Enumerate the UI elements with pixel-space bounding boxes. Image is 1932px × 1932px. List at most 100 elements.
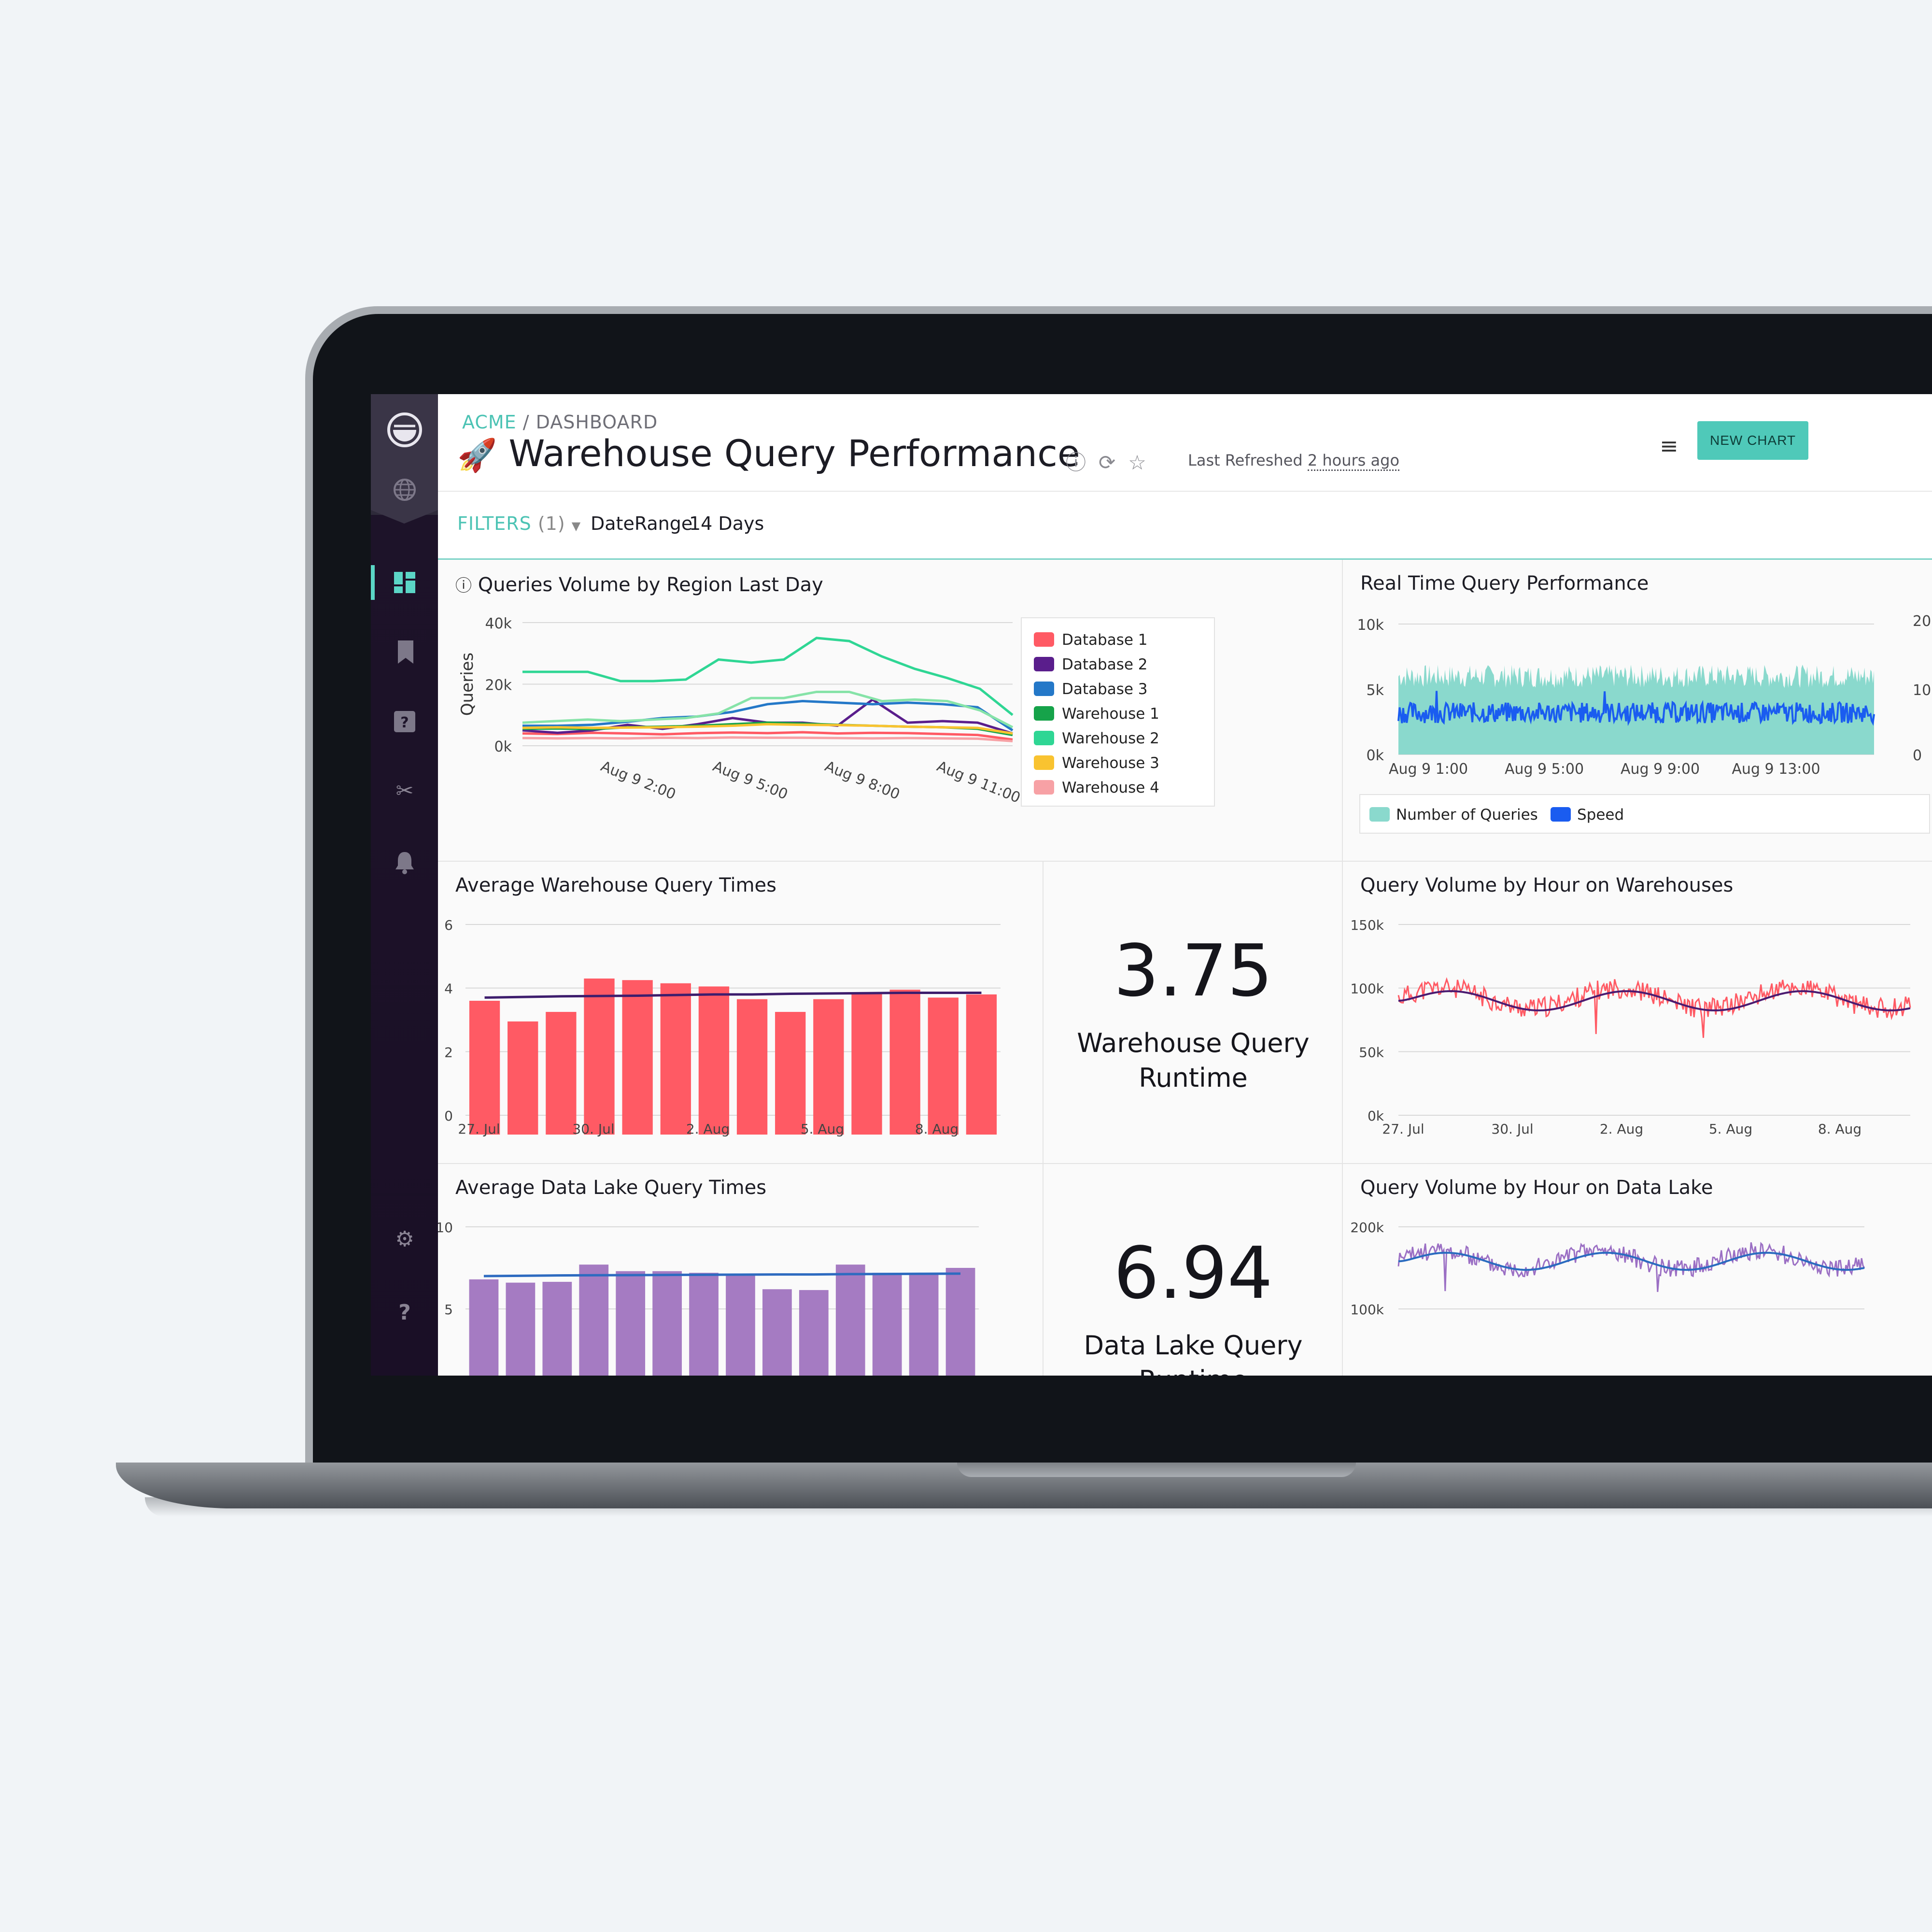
trend-line xyxy=(483,1272,961,1278)
legend-swatch xyxy=(1034,780,1054,795)
legend-swatch xyxy=(1034,657,1054,671)
series-line xyxy=(522,700,1014,732)
kpi-warehouse-runtime: 3.75 Warehouse Query Runtime xyxy=(1044,862,1342,1163)
kpi-value: 3.75 xyxy=(1114,929,1273,1012)
bar xyxy=(813,999,844,1135)
legend-swatch xyxy=(1034,706,1054,721)
info-icon[interactable]: ⓘ xyxy=(1066,451,1086,474)
x-tick-label: 30. Jul xyxy=(572,1121,614,1137)
logo-icon[interactable] xyxy=(386,412,423,448)
legend-label: Warehouse 2 xyxy=(1062,730,1159,747)
filters-label: FILTERS xyxy=(457,513,532,534)
filter-value[interactable]: 14 Days xyxy=(689,513,764,534)
bar-chart: 5 10 xyxy=(438,1220,979,1376)
kpi-label-line1: Data Lake Query xyxy=(1084,1330,1303,1361)
filters-toggle[interactable]: FILTERS (1) ▼ xyxy=(457,513,581,534)
sql-icon[interactable]: ? xyxy=(393,710,416,733)
bookmark-icon[interactable] xyxy=(396,639,415,665)
bar xyxy=(546,1012,577,1135)
page-title: 🚀 Warehouse Query Performance xyxy=(457,432,1080,475)
y-tick-label: 0k xyxy=(1367,747,1384,764)
chevron-down-icon: ▼ xyxy=(571,519,581,533)
legend-swatch xyxy=(1034,731,1054,745)
bar xyxy=(689,1273,719,1376)
sidebar-chevron xyxy=(371,510,438,524)
kpi-datalake-runtime: 6.94 Data Lake Query Runtime xyxy=(1044,1164,1342,1376)
last-refreshed: Last Refreshed 2 hours ago xyxy=(1188,451,1400,471)
star-icon[interactable]: ☆ xyxy=(1128,451,1146,474)
y-tick-label: 200k xyxy=(1350,1220,1384,1236)
x-tick-label: 27. Jul xyxy=(1382,1121,1424,1137)
bar xyxy=(762,1289,792,1376)
kpi-label-line2: Runtime xyxy=(1139,1365,1248,1376)
bar xyxy=(889,989,920,1135)
line-chart: 100k 200k xyxy=(1350,1220,1865,1318)
panel-warehouse-times: Average Warehouse Query Times 0 2 4 6 27. Ju… xyxy=(438,862,1043,1163)
kpi-label: Data Lake Query Runtime xyxy=(1044,1328,1342,1376)
refresh-icon[interactable]: ⟳ xyxy=(1099,451,1116,474)
bar xyxy=(622,980,653,1135)
kpi-label: Warehouse Query Runtime xyxy=(1044,1026,1343,1095)
panel-warehouse-hourly: Query Volume by Hour on Warehouses 0k 50k… xyxy=(1343,862,1932,1163)
line-chart: 0k 50k 100k 150k 27. Jul 30. Jul 2. Aug 5. Aug 8… xyxy=(1350,917,1911,1137)
breadcrumb-section[interactable]: DASHBOARD xyxy=(536,412,658,433)
y-tick-label: 100k xyxy=(1350,1302,1384,1318)
menu-icon[interactable]: ≡ xyxy=(1660,433,1678,459)
y-tick-label: 4 xyxy=(444,981,453,997)
y2-tick-label: 0 xyxy=(1913,747,1922,764)
y-tick-label: 20k xyxy=(485,677,512,694)
info-icon[interactable]: ⓘ xyxy=(455,576,472,596)
bar xyxy=(872,1273,902,1376)
y-tick-label: 100k xyxy=(1350,981,1384,997)
chart-title: Average Warehouse Query Times xyxy=(455,874,776,896)
filter-key[interactable]: DateRange xyxy=(591,513,693,534)
dashboard-icon[interactable] xyxy=(393,571,416,594)
legend-label: Database 1 xyxy=(1062,631,1148,649)
breadcrumb-separator: / xyxy=(516,412,536,433)
bar xyxy=(851,993,882,1135)
rocket-emoji: 🚀 xyxy=(457,437,497,474)
x-tick-label: Aug 9 2:00 xyxy=(598,758,678,803)
bar xyxy=(726,1274,755,1376)
bar xyxy=(584,978,615,1135)
bar xyxy=(775,1012,806,1135)
x-tick-label: Aug 9 5:00 xyxy=(710,758,790,803)
bar xyxy=(469,1279,499,1376)
sidebar: ? ✂ ⚙ ? xyxy=(371,394,438,1376)
bar xyxy=(469,1001,500,1135)
bell-icon[interactable] xyxy=(394,850,415,874)
legend-label: Speed xyxy=(1577,806,1624,824)
legend-label: Database 2 xyxy=(1062,656,1148,673)
y-tick-label: 10 xyxy=(438,1220,453,1236)
legend-swatch xyxy=(1034,755,1054,770)
y-tick-label: 150k xyxy=(1350,917,1384,933)
legend-label: Warehouse 3 xyxy=(1062,754,1159,772)
last-refreshed-label: Last Refreshed xyxy=(1188,451,1303,469)
bar-chart: 0 2 4 6 27. Jul 30. Jul 2. Aug 5. Aug 8. Aug xyxy=(444,917,1001,1137)
legend-swatch xyxy=(1034,632,1054,647)
svg-text:?: ? xyxy=(400,714,409,731)
x-tick-label: Aug 9 13:00 xyxy=(1732,761,1820,778)
x-tick-label: 2. Aug xyxy=(1600,1121,1643,1137)
x-tick-label: 27. Jul xyxy=(458,1121,500,1137)
new-chart-button[interactable]: NEW CHART xyxy=(1697,421,1808,460)
help-icon[interactable]: ? xyxy=(398,1300,411,1325)
last-refreshed-value: 2 hours ago xyxy=(1307,451,1400,471)
bar xyxy=(698,986,730,1135)
x-tick-label: Aug 9 1:00 xyxy=(1389,761,1468,778)
gear-icon[interactable]: ⚙ xyxy=(395,1227,414,1251)
line-chart: 0k 20k 40k Queries Aug 9 2:00 Aug 9 5:00 Aug 9… xyxy=(458,615,1215,807)
panel-datalake-hourly: Query Volume by Hour on Data Lake 100k 20… xyxy=(1343,1164,1932,1376)
title-actions: ⓘ ⟳ ☆ xyxy=(1066,446,1159,476)
chart-title: Query Volume by Hour on Data Lake xyxy=(1360,1177,1713,1199)
bar xyxy=(736,999,768,1135)
col-divider xyxy=(1043,861,1044,1376)
breadcrumb-org[interactable]: ACME xyxy=(462,412,517,433)
panel-datalake-times: Average Data Lake Query Times 5 10 xyxy=(438,1164,1043,1376)
active-indicator xyxy=(371,565,375,600)
smoothed-line xyxy=(1398,1251,1865,1271)
globe-icon[interactable] xyxy=(392,477,417,502)
laptop-notch xyxy=(957,1463,1356,1477)
scissors-icon[interactable]: ✂ xyxy=(395,779,414,803)
bar xyxy=(909,1274,939,1376)
